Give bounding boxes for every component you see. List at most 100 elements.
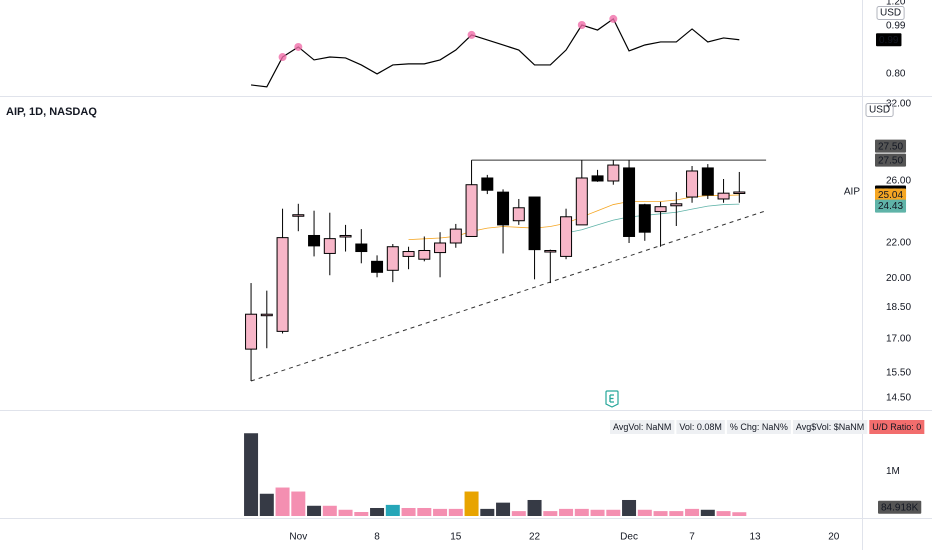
moving-average <box>565 203 740 234</box>
info-box <box>869 420 925 434</box>
candle-body <box>733 191 746 194</box>
x-tick-label: Dec <box>620 532 638 543</box>
resistance-tag-bg <box>875 139 907 153</box>
x-tick-label: 20 <box>828 532 840 543</box>
candle-body <box>386 246 399 271</box>
resistance-tag: 27.50 <box>878 141 903 152</box>
resistance-tag-bg <box>875 153 907 167</box>
candle-body <box>449 228 462 244</box>
last-volume-tag: 84.918K <box>881 502 919 513</box>
y-tick-label: 0.80 <box>886 69 906 80</box>
volume-bar <box>543 511 558 516</box>
signal-marker <box>577 21 586 30</box>
candle-body <box>308 234 321 247</box>
signal-marker <box>278 53 287 62</box>
candle-body <box>323 238 336 254</box>
candle-body <box>371 260 384 273</box>
ma-tag: 25.04 <box>878 190 903 201</box>
candle-body <box>670 203 683 207</box>
volume-bar <box>417 507 432 516</box>
y-tick-label: 14.50 <box>886 392 911 403</box>
volume-bar <box>354 511 369 516</box>
candle-body <box>560 216 573 257</box>
volume-bar <box>590 509 605 516</box>
y-tick-label: 32.00 <box>886 99 911 110</box>
volume-bar <box>527 499 542 516</box>
candle-body <box>575 177 588 226</box>
volume-bar <box>385 504 400 516</box>
candle-body <box>355 243 368 253</box>
volume-bar <box>448 508 463 516</box>
x-tick-label: 7 <box>689 532 695 543</box>
x-tick-label: 22 <box>529 532 541 543</box>
info-text: % Chg: NaN% <box>730 422 788 432</box>
y-tick-label: 15.50 <box>886 368 911 379</box>
volume-bar <box>685 508 700 516</box>
last-volume-tag-bg <box>878 500 922 514</box>
x-tick-label: Nov <box>289 532 307 543</box>
y-tick-label: 18.50 <box>886 302 911 313</box>
y-tick-label: 1M <box>886 466 900 477</box>
indicator-line <box>250 17 740 88</box>
moving-average <box>408 194 740 241</box>
volume-bar <box>401 507 416 516</box>
candle-body <box>260 313 273 317</box>
candle-body <box>591 175 604 182</box>
info-text: AvgVol: NaNM <box>613 422 671 432</box>
chart-title: AIP, 1D, NASDAQ <box>6 106 97 118</box>
volume-bar <box>275 487 290 516</box>
candle-body <box>623 167 636 237</box>
candle-body <box>544 249 557 253</box>
volume-bar <box>370 507 385 516</box>
candle-body <box>701 167 714 196</box>
candle-body <box>418 249 431 260</box>
x-tick-label: 8 <box>374 532 380 543</box>
candle-body <box>339 234 352 238</box>
candle-body <box>465 184 478 237</box>
info-text: Vol: 0.08M <box>679 422 722 432</box>
candle-body <box>654 206 667 213</box>
unit-label: USD <box>880 8 901 19</box>
ma-tag: 24.43 <box>878 201 903 212</box>
volume-bar <box>291 491 306 516</box>
y-tick-label: 26.00 <box>886 176 911 187</box>
volume-bar <box>322 505 337 516</box>
signal-marker <box>609 14 618 23</box>
last-value-tag-bg <box>876 33 902 47</box>
candle-body <box>481 177 494 191</box>
volume-bar <box>244 433 259 516</box>
resistance-tag: 27.50 <box>878 155 903 166</box>
last-value-tag: 0.99 <box>879 35 899 46</box>
volume-bar <box>574 508 589 516</box>
earnings-icon <box>605 390 619 408</box>
volume-bar <box>700 509 715 516</box>
candle-body <box>638 204 651 233</box>
signal-marker <box>467 30 476 39</box>
volume-bar <box>653 511 668 516</box>
volume-bar <box>259 493 274 516</box>
volume-bar <box>716 511 731 516</box>
y-tick-label: 1.20 <box>886 0 906 8</box>
x-tick-label: 15 <box>450 532 462 543</box>
volume-bar <box>637 509 652 516</box>
last-value-label: 0.99 <box>886 21 906 32</box>
info-box <box>676 420 725 434</box>
info-box <box>726 420 791 434</box>
trend-line <box>250 210 767 382</box>
unit-label: USD <box>869 105 890 116</box>
info-text: Avg$Vol: $NaNM <box>796 422 864 432</box>
volume-bar <box>307 505 322 516</box>
unit-box <box>876 6 905 20</box>
volume-bar <box>606 509 621 516</box>
volume-bar <box>496 502 511 516</box>
candle-body <box>245 313 258 350</box>
ma-tag-bg <box>875 188 907 202</box>
candle-body <box>276 237 289 332</box>
volume-bar <box>338 509 353 516</box>
signal-marker <box>294 42 303 51</box>
y-tick-label: 22.00 <box>886 238 911 249</box>
candle-body <box>497 191 510 226</box>
volume-bar <box>622 499 637 516</box>
